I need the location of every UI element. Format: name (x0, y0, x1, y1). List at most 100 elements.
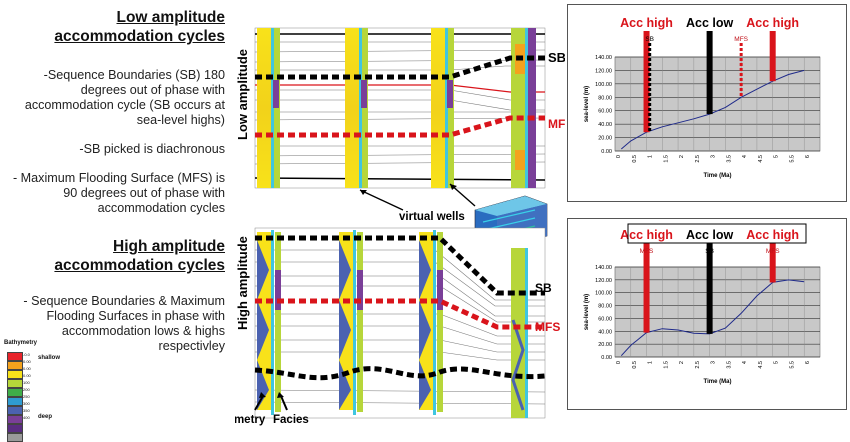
x-tick-label: 4 (742, 155, 748, 158)
mfs-marker-label: MFS (734, 36, 748, 43)
y-tick-label: 20.00 (598, 342, 612, 348)
legend-swatches: -0.0 0.00 0.00 0.00 100 200 250 300 350 400 (7, 352, 31, 442)
y-tick-label: 40.00 (598, 122, 612, 128)
well-column (511, 28, 536, 188)
legend-tick: 200 (23, 387, 30, 392)
high-p1-line: accommodation lows & highs (61, 324, 225, 338)
x-tick-label: 5.5 (789, 361, 795, 369)
well-column (431, 28, 454, 188)
sb-label-upper: SB (548, 50, 565, 65)
legend-swatch (7, 370, 23, 379)
x-tick-label: 1.5 (663, 361, 669, 369)
legend-tick: 0.00 (23, 366, 31, 371)
mfs-surface-lower (255, 298, 545, 330)
sb-marker-label: SB (645, 36, 654, 43)
mfs-label-upper: MFS (548, 117, 565, 131)
y-tick-label: 80.00 (598, 304, 612, 310)
sb-surface-lower (255, 235, 545, 296)
virtual-wells-label: virtual wells (399, 211, 465, 223)
acc-high-label: Acc high (620, 228, 673, 242)
legend-swatch (7, 361, 23, 370)
low-p3-line: accommodation cycles (97, 201, 225, 215)
chart-svg-high: 0.0020.0040.0060.0080.00100.00120.00140.… (584, 223, 821, 385)
y-tick-label: 0.00 (601, 149, 612, 155)
legend-title: Bathymetry (4, 340, 38, 346)
high-p1-line: - Sequence Boundaries & Maximum (23, 294, 225, 308)
legend-swatch (7, 415, 23, 424)
x-tick-label: 6 (805, 155, 811, 158)
sb-label-lower: SB (535, 281, 552, 295)
well-column (257, 230, 281, 415)
x-tick-label: 1 (648, 155, 654, 158)
y-tick-label: 40.00 (598, 329, 612, 335)
acc-low-bar (706, 31, 713, 115)
well-column (511, 248, 528, 418)
high-title-line-1: High amplitude (113, 238, 225, 255)
chart-high-amplitude: 0.00 20.00 40.00 60.00 80.00 100.00 120.00 140.… (567, 218, 847, 410)
low-p2-line: -SB picked is diachronous (79, 142, 225, 156)
x-tick-label: 3.5 (726, 361, 732, 369)
legend-tick: 400 (23, 415, 30, 420)
mfs-marker-label: MFS (766, 248, 780, 255)
low-title-line-2: accommodation cycles (54, 28, 225, 45)
legend-swatch (7, 424, 23, 433)
x-tick-label: 2.5 (695, 155, 701, 163)
high-p1-line: respectivley (158, 339, 226, 353)
x-tick-label: 3 (711, 361, 717, 364)
bathymetry-facies-callouts: Bathymetry Facies (235, 392, 309, 426)
x-tick-label: 4 (742, 361, 748, 364)
bathymetry-legend: Bathymetry -0.0 0.00 0.00 0.00 100 200 250 300 3… (4, 340, 64, 442)
legend-swatch (7, 406, 23, 415)
x-tick-label: 5.5 (789, 155, 795, 163)
x-tick-label: 0 (616, 155, 622, 158)
cross-section-diagram: SB MFS virtual wells (235, 27, 565, 426)
low-amplitude-vlabel: Low amplitude (235, 49, 250, 140)
x-tick-label: 0 (616, 361, 622, 364)
x-tick-label: 2 (679, 155, 685, 158)
legend-tick: 0.00 (23, 373, 31, 378)
sb-surface-upper (255, 55, 545, 80)
low-amplitude-title: Low amplitude accommodation cycles (0, 8, 225, 46)
high-amplitude-text: - Sequence Boundaries & Maximum Flooding… (0, 294, 225, 354)
x-tick-label: 6 (805, 361, 811, 364)
high-amplitude-title: High amplitude accommodation cycles (0, 237, 225, 275)
low-amplitude-panel: SB MFS (254, 27, 565, 189)
y-tick-label: 100.00 (595, 291, 612, 297)
well-column (345, 28, 368, 188)
y-tick-label: 60.00 (598, 109, 612, 115)
well-column (257, 28, 280, 188)
acc-high-bar (643, 31, 650, 133)
low-p1-line: degrees out of phase with (80, 83, 225, 97)
bathymetry-label: Bathymetry (235, 414, 266, 426)
well-column (419, 230, 443, 415)
high-amplitude-panel: SB MFS (254, 227, 560, 419)
x-tick-label: 5 (774, 155, 780, 158)
legend-shallow: shallow (38, 355, 61, 361)
x-tick-label: 5 (774, 361, 780, 364)
y-tick-label: 140.00 (595, 265, 612, 271)
y-axis-label: sea-level (m) (584, 294, 590, 330)
sb-marker-label: SB (705, 248, 714, 255)
legend-deep: deep (38, 414, 53, 420)
legend-swatch (7, 352, 23, 361)
legend-tick: 300 (23, 401, 30, 406)
legend-tick: 350 (23, 408, 30, 413)
legend-tick: 250 (23, 394, 30, 399)
y-tick-label: 60.00 (598, 316, 612, 322)
x-tick-label: 1.5 (663, 155, 669, 163)
low-p1-line: -Sequence Boundaries (SB) 180 (43, 68, 225, 82)
y-tick-label: 120.00 (595, 278, 612, 284)
sb-surface-bottom (254, 366, 546, 381)
acc-low-bar (706, 243, 713, 334)
low-p1-line: sea-level highs) (136, 113, 225, 127)
high-p1-line: Flooding Surfaces in phase with (46, 309, 225, 323)
x-tick-label: 3 (711, 155, 717, 158)
acc-header-frame (627, 223, 807, 244)
chart-low-amplitude: 0.00 20.00 40.00 60.00 80.00 100.00 120.00 140.… (567, 4, 847, 202)
x-tick-label: 2 (679, 361, 685, 364)
acc-low-label: Acc low (686, 16, 734, 30)
acc-high-bar (769, 31, 776, 82)
y-tick-label: 80.00 (598, 95, 612, 101)
legend-swatch (7, 388, 23, 397)
legend-swatch (7, 397, 23, 406)
